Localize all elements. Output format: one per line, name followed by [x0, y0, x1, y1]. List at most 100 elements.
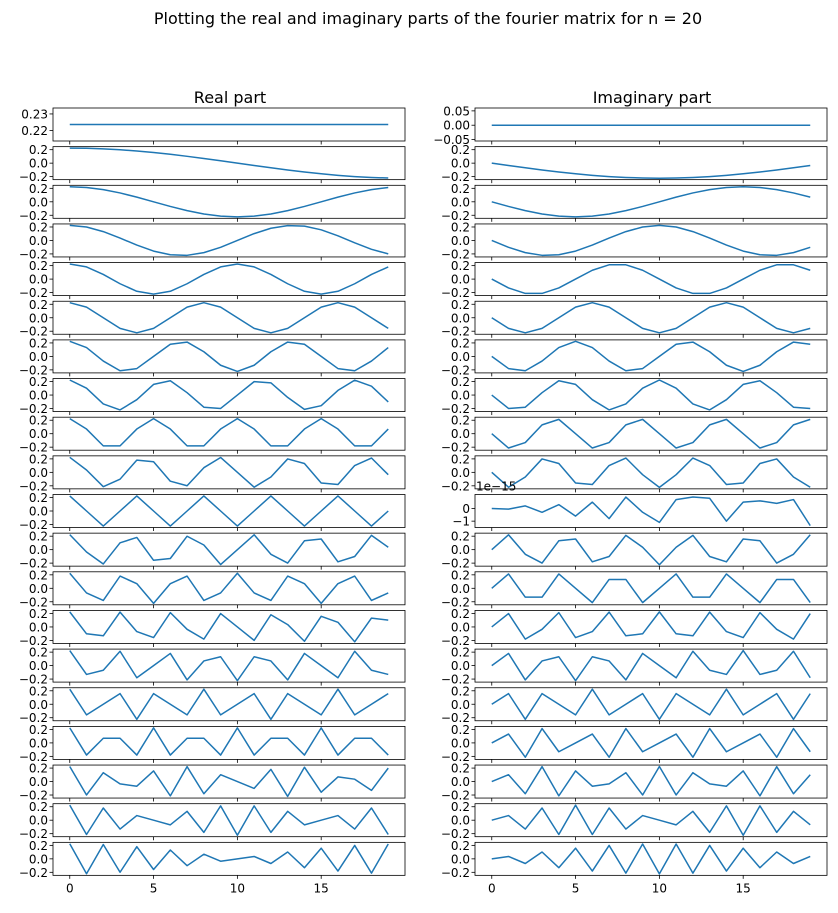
y-tick-label: −0.2	[19, 595, 48, 609]
y-tick-label: −0.2	[441, 286, 470, 300]
axes-frame	[52, 146, 406, 181]
y-tick-label: −0.2	[19, 441, 48, 455]
y-tick-label: 0.0	[451, 157, 470, 171]
y-tick-label: 0.0	[29, 582, 48, 596]
axes-frame	[474, 764, 828, 799]
y-tick-label: −0.2	[441, 325, 470, 339]
y-tick-label: 0.0	[451, 389, 470, 403]
series-line	[491, 340, 811, 373]
series-line	[491, 843, 811, 875]
series-line	[69, 379, 389, 411]
real-subplot-11: −0.20.00.2	[19, 530, 406, 571]
y-tick-label: 0.2	[29, 143, 48, 157]
real-subplot-10: −0.20.00.2	[19, 491, 406, 532]
real-subplot-0: 0.22 0.23	[21, 107, 406, 145]
x-tick-label: 0	[66, 881, 74, 895]
axes-frame	[52, 648, 406, 683]
axes-frame	[474, 300, 828, 335]
series-line	[491, 185, 811, 218]
y-tick-label: 0.2	[29, 336, 48, 350]
series-line	[491, 496, 811, 527]
series-line	[491, 301, 811, 334]
axes-frame	[52, 107, 406, 142]
y-tick-label: −0.2	[441, 711, 470, 725]
y-tick-label: 0.0	[29, 427, 48, 441]
y-tick-label: −0.2	[19, 170, 48, 184]
axes-frame	[474, 726, 828, 760]
y-tick-label: −0.2	[441, 247, 470, 261]
y-tick-label: −0.2	[441, 634, 470, 648]
y-tick-label: −1	[452, 515, 470, 529]
y-tick-label: −0.2	[19, 479, 48, 493]
real-subplot-8: −0.20.00.2	[19, 414, 406, 455]
real-subplot-16: −0.20.00.2	[19, 723, 406, 764]
series-line	[69, 804, 389, 837]
y-tick-label: 0.0	[451, 582, 470, 596]
series-line	[491, 727, 811, 758]
series-line	[491, 804, 811, 837]
y-tick-label: −0.2	[441, 789, 470, 803]
y-tick-label: −0.2	[441, 750, 470, 764]
y-tick-label: 0.0	[451, 466, 470, 480]
series-line	[69, 147, 389, 179]
series-line	[491, 224, 811, 257]
y-tick-label: 0.2	[451, 530, 470, 544]
series-line	[491, 418, 811, 449]
series-line	[69, 611, 389, 643]
imag-subplot-6: −0.20.00.2	[441, 336, 828, 377]
axes-frame	[474, 610, 828, 644]
y-tick-label: 0.0	[451, 659, 470, 673]
y-tick-label: 0.0	[451, 427, 470, 441]
imag-subplot-7: −0.20.00.2	[441, 375, 828, 416]
series-line	[69, 534, 389, 566]
x-tick-label: 15	[736, 881, 751, 895]
axes-frame	[52, 184, 406, 219]
y-tick-label: 0.2	[451, 298, 470, 312]
y-tick-label: 0.2	[451, 762, 470, 776]
y-tick-label: 0	[462, 502, 470, 516]
y-tick-label: 0.2	[29, 684, 48, 698]
y-tick-label: 0.0	[29, 311, 48, 325]
x-tick-label: 5	[150, 881, 158, 895]
y-tick-label: −0.2	[441, 595, 470, 609]
axes-frame	[52, 416, 406, 451]
y-tick-label: 0.0	[451, 620, 470, 634]
y-tick-label: 0.2	[451, 375, 470, 389]
y-tick-label: −0.2	[441, 866, 470, 880]
y-tick-label: −0.2	[19, 518, 48, 532]
y-tick-label: 0.2	[29, 839, 48, 853]
axes-frame	[474, 107, 828, 142]
y-tick-label: 0.0	[29, 775, 48, 789]
y-tick-label: −0.2	[19, 402, 48, 416]
series-line	[69, 263, 389, 295]
series-line	[491, 649, 811, 682]
y-tick-label: 0.0	[29, 466, 48, 480]
y-tick-label: 0.2	[451, 607, 470, 621]
real-subplot-2: −0.20.00.2	[19, 182, 406, 223]
y-tick-label: 0.23	[21, 107, 48, 121]
axes-frame	[52, 378, 406, 412]
y-tick-label: 0.2	[451, 800, 470, 814]
axes-frame	[474, 494, 828, 528]
real-subplot-19: −0.20.00.2 0 5 10 15	[19, 839, 406, 895]
axes-frame	[52, 223, 406, 258]
y-tick-label: 0.2	[451, 336, 470, 350]
axes-frame	[474, 687, 828, 722]
y-tick-label: 0.2	[29, 762, 48, 776]
y-tick-label: 0.0	[451, 543, 470, 557]
y-tick-label: 0.0	[451, 350, 470, 364]
y-tick-label: 0.2	[29, 491, 48, 505]
imag-subplot-10: −10 1e−15	[452, 480, 828, 531]
imag-subplot-11: −0.20.00.2	[441, 530, 828, 571]
imag-subplot-1: −0.20.00.2	[441, 143, 828, 184]
series-line	[69, 727, 389, 756]
real-subplot-17: −0.20.00.2	[19, 762, 406, 803]
y-tick-label: −0.2	[441, 479, 470, 493]
x-tick-label: 5	[572, 881, 580, 895]
y-tick-label: −0.2	[19, 286, 48, 300]
imag-subplot-18: −0.20.00.2	[441, 800, 828, 841]
series-line	[491, 534, 811, 566]
y-tick-label: 0.2	[29, 452, 48, 466]
y-tick-label: 0.0	[451, 852, 470, 866]
axes-frame	[474, 146, 828, 181]
